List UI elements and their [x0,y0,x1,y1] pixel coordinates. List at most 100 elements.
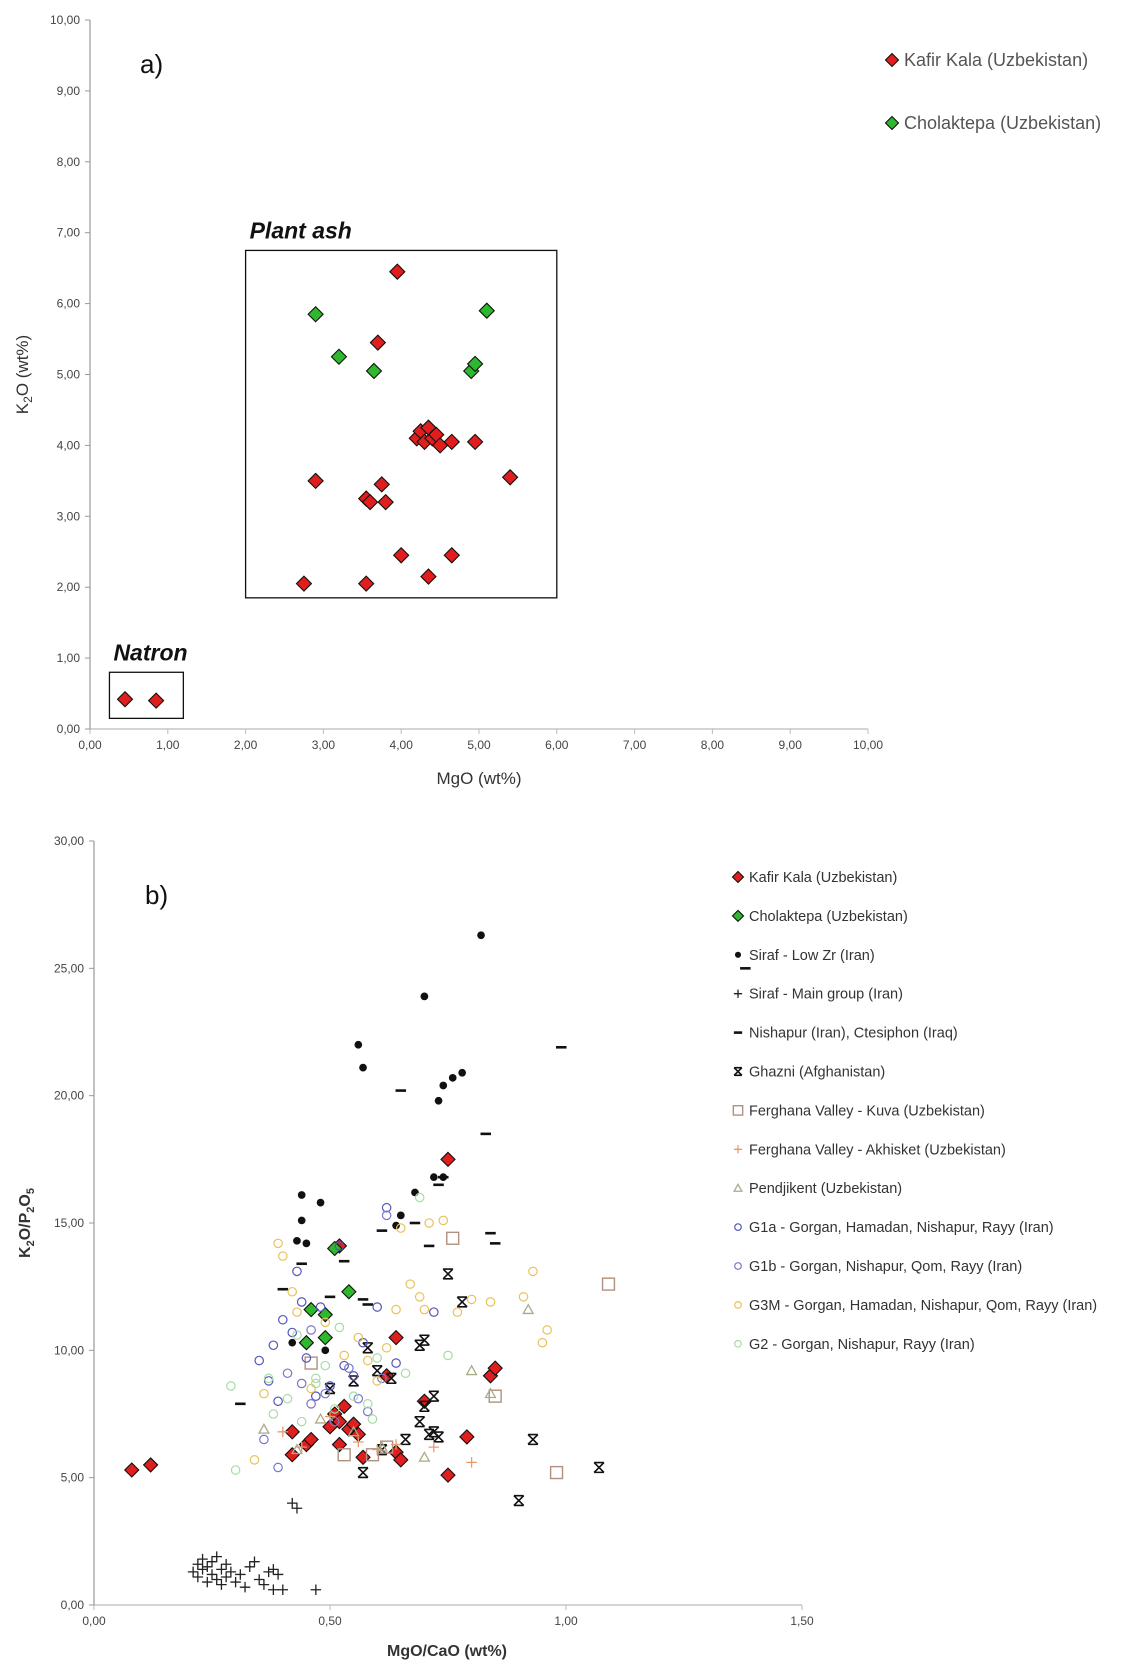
data-point-g1b-gorgan-nishapur-qom-rayy-iran [306,1325,316,1335]
data-point-kafir-kala-uzbekistan [295,575,313,592]
data-point-g1b-gorgan-nishapur-qom-rayy-iran [362,1406,373,1417]
data-point-kafir-kala-uzbekistan [443,547,461,564]
data-point-siraf-main-group-iran [310,1584,322,1595]
legend-marker-kafir-kala-uzbekistan [884,52,900,68]
data-point-kafir-kala-uzbekistan [123,1462,140,1478]
data-point-ghazni-afghanistan [324,1382,336,1395]
data-point-g1b-gorgan-nishapur-qom-rayy-iran [381,1210,392,1221]
data-point-siraf-low-zr-iran [293,1236,301,1245]
series-ghazni-afghanistan [324,1268,605,1507]
data-point-kafir-kala-uzbekistan [443,433,461,451]
chart-b-x-tick-label: 1,00 [554,1614,578,1628]
data-point-siraf-low-zr-iran [411,1188,419,1197]
data-point-ghazni-afghanistan [400,1433,411,1446]
data-point-g2-gorgan-nishapur-rayy-iran [334,1322,345,1333]
data-point-nishapur-iran-ctesiphon-iraq [740,967,751,970]
data-point-g1b-gorgan-nishapur-qom-rayy-iran [282,1368,293,1379]
data-point-kafir-kala-uzbekistan [284,1424,301,1440]
chart-a-x-tick-label: 4,00 [390,738,414,752]
data-point-siraf-main-group-iran [206,1556,218,1567]
data-point-siraf-low-zr-iran [288,1338,297,1347]
data-point-cholaktepa-uzbekistan [365,362,383,380]
chart-a-axes [85,19,869,734]
data-point-kafir-kala-uzbekistan [420,568,437,585]
data-point-g1b-gorgan-nishapur-qom-rayy-iran [273,1462,283,1473]
data-point-ghazni-afghanistan [385,1372,397,1385]
data-point-g1b-gorgan-nishapur-qom-rayy-iran [320,1388,331,1399]
data-point-g3m-gorgan-hamadan-nishapur-qom-rayy-iran [537,1337,548,1348]
data-point-siraf-low-zr-iran [321,1346,330,1355]
chart-b-y-tick-label: 25,00 [54,961,84,975]
data-point-nishapur-iran-ctesiphon-iraq [395,1089,407,1092]
data-point-nishapur-iran-ctesiphon-iraq [357,1298,369,1301]
data-point-kafir-kala-uzbekistan [147,692,165,709]
data-point-siraf-main-group-iran [211,1574,222,1585]
data-point-ferghana-valley-akhisket-uzbekistan [353,1436,364,1448]
data-point-g3m-gorgan-hamadan-nishapur-qom-rayy-iran [273,1238,283,1249]
chart-a-y-tick-label: 10,00 [50,13,80,27]
chart-a-y-tick-label: 5,00 [57,368,81,382]
data-point-kafir-kala-uzbekistan [142,1457,159,1473]
chart-a-y-tick-label: 1,00 [57,651,81,665]
data-point-siraf-main-group-iran [211,1551,222,1562]
data-point-ferghana-valley-kuva-uzbekistan [488,1389,502,1403]
data-point-siraf-main-group-iran [258,1579,270,1590]
data-point-ghazni-afghanistan [414,1415,426,1428]
data-point-cholaktepa-uzbekistan [298,1334,315,1351]
chart-a-y-tick-label: 2,00 [57,580,81,594]
legend-marker-ferghana-valley-kuva-uzbekistan [732,1105,744,1116]
data-point-ferghana-valley-akhisket-uzbekistan [428,1441,440,1453]
chart-a-points [116,263,519,709]
data-point-kafir-kala-uzbekistan [487,1360,503,1376]
data-point-g1b-gorgan-nishapur-qom-rayy-iran [377,1373,387,1384]
legend-label-ferghana-valley-akhisket-uzbekistan: Ferghana Valley - Akhisket (Uzbekistan) [749,1142,1006,1158]
data-point-g2-gorgan-nishapur-rayy-iran [414,1192,425,1203]
legend-marker-g2-gorgan-nishapur-rayy-iran [734,1339,742,1348]
data-point-g1b-gorgan-nishapur-qom-rayy-iran [296,1378,307,1389]
chart-a-y-tick-label: 3,00 [57,509,81,523]
data-point-siraf-low-zr-iran [448,1073,457,1082]
data-point-g3m-gorgan-hamadan-nishapur-qom-rayy-iran [353,1332,364,1343]
data-point-g3m-gorgan-hamadan-nishapur-qom-rayy-iran [542,1325,552,1335]
data-point-siraf-main-group-iran [192,1559,204,1570]
data-point-g2-gorgan-nishapur-rayy-iran [311,1378,321,1389]
data-point-siraf-low-zr-iran [477,931,485,940]
data-point-siraf-main-group-iran [244,1561,256,1573]
data-point-siraf-low-zr-iran [297,1191,306,1199]
data-point-siraf-main-group-iran [197,1553,208,1565]
data-point-siraf-low-zr-iran [359,1063,367,1072]
data-point-g2-gorgan-nishapur-rayy-iran [282,1393,293,1404]
legend-marker-siraf-low-zr-iran [734,951,742,958]
chart-a-x-tick-label: 9,00 [779,738,803,752]
chart-b-axes [89,840,803,1610]
chart-a: 0,00 1,00 2,00 3,00 4,00 5,00 6,00 7,00 8,00 9,00… [13,13,1101,788]
data-point-siraf-main-group-iran [202,1576,213,1588]
legend-marker-nishapur-iran-ctesiphon-iraq [733,1031,743,1034]
data-point-ferghana-valley-kuva-uzbekistan [379,1440,394,1454]
data-point-g1a-gorgan-hamadan-nishapur-rayy-iran [311,1391,321,1401]
data-point-nishapur-iran-ctesiphon-iraq [423,1244,435,1248]
data-point-pendjikent-uzbekistan [347,1425,360,1437]
data-point-kafir-kala-uzbekistan [392,547,410,564]
data-point-siraf-main-group-iran [230,1576,241,1588]
chart-a-y-tick-label: 6,00 [57,297,81,311]
data-point-kafir-kala-uzbekistan [501,469,519,486]
data-point-g1a-gorgan-hamadan-nishapur-rayy-iran [301,1353,312,1363]
data-point-ghazni-afghanistan [348,1375,360,1387]
data-point-siraf-low-zr-iran [458,1068,467,1077]
data-point-siraf-main-group-iran [220,1571,232,1583]
chart-a-x-tick-label: 8,00 [701,738,725,752]
data-point-siraf-low-zr-iran [354,1040,363,1049]
data-point-kafir-kala-uzbekistan [373,476,391,493]
data-point-nishapur-iran-ctesiphon-iraq [489,1242,501,1245]
data-point-g2-gorgan-nishapur-rayy-iran [268,1409,279,1419]
data-point-pendjikent-uzbekistan [375,1440,388,1452]
chart-b-x-tick-label: 0,00 [82,1614,106,1628]
data-point-cholaktepa-uzbekistan [341,1283,357,1300]
data-point-siraf-main-group-iran [239,1581,251,1593]
chart-b: 0,00 0,50 1,00 1,50 0,00 5,00 10,00 15,00 20,00 2… [17,834,1097,1660]
data-point-nishapur-iran-ctesiphon-iraq [362,1303,374,1306]
data-point-g2-gorgan-nishapur-rayy-iran [400,1368,411,1379]
data-point-nishapur-iran-ctesiphon-iraq [324,1295,336,1299]
data-point-g2-gorgan-nishapur-rayy-iran [226,1381,236,1391]
